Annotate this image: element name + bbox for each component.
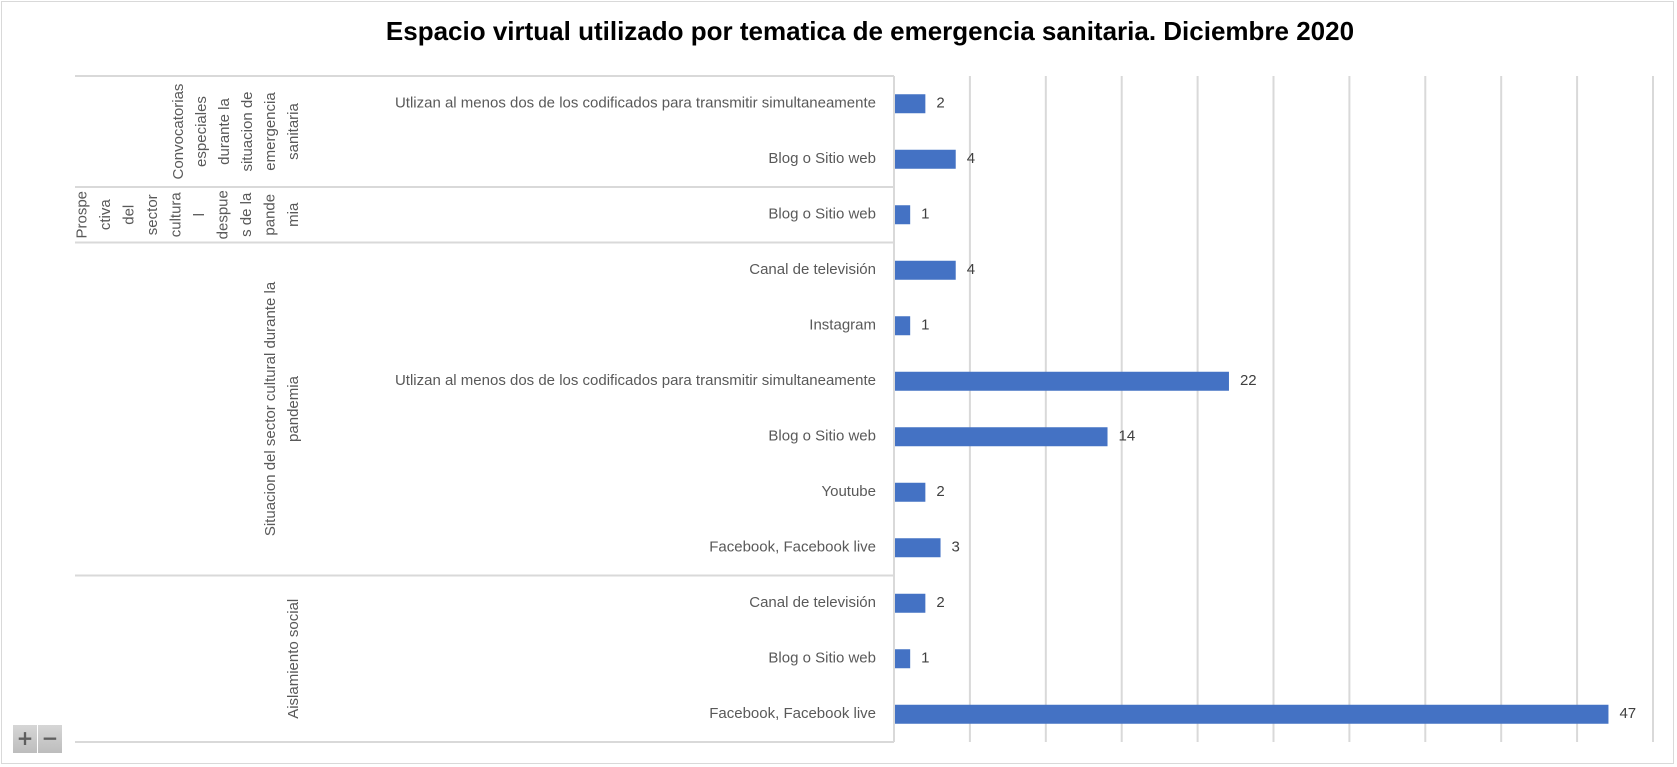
group-label: mia [285, 202, 302, 227]
data-label: 22 [1240, 372, 1257, 389]
group-label: situacion de [239, 91, 256, 171]
bar [895, 371, 1229, 391]
bar [895, 482, 926, 502]
data-label: 4 [967, 150, 975, 167]
data-label: 2 [936, 483, 944, 500]
bar [895, 316, 911, 336]
category-label: Facebook, Facebook live [709, 705, 876, 722]
data-label: 3 [952, 539, 960, 556]
data-label: 47 [1619, 705, 1636, 722]
group-label: durante la [216, 97, 233, 164]
group-label: despue [214, 190, 231, 239]
bar [895, 649, 911, 669]
group-label: Aislamiento social [285, 599, 302, 719]
chart-title: Espacio virtual utilizado por tematica d… [385, 16, 1355, 46]
data-label: 1 [921, 317, 929, 334]
group-label: Convocatorias [170, 84, 187, 180]
bar [895, 260, 956, 280]
category-label: Youtube [821, 483, 876, 500]
group-label: s de la [238, 192, 255, 237]
category-label: Blog o Sitio web [768, 428, 876, 445]
bar [895, 538, 941, 558]
group-label: pande [261, 194, 278, 236]
group-label: Situacion del sector cultural durante la [262, 281, 279, 536]
group-label: sanitaria [285, 102, 302, 159]
bar [895, 704, 1609, 724]
category-label: Blog o Sitio web [768, 650, 876, 667]
zoom-out-button[interactable]: − [38, 725, 62, 753]
group-label: del [120, 205, 137, 225]
group-label: pandemia [285, 375, 302, 442]
data-label: 2 [936, 594, 944, 611]
bar [895, 149, 956, 169]
category-label: Canal de televisión [749, 261, 876, 278]
data-label: 4 [967, 261, 975, 278]
group-label: especiales [193, 96, 210, 167]
bar [895, 205, 911, 225]
category-label: Canal de televisión [749, 594, 876, 611]
category-label: Blog o Sitio web [768, 150, 876, 167]
data-label: 1 [921, 650, 929, 667]
group-label: emergencia [262, 92, 279, 171]
bar [895, 427, 1108, 447]
group-label: l [191, 213, 208, 216]
category-label: Facebook, Facebook live [709, 539, 876, 556]
data-label: 14 [1119, 428, 1136, 445]
data-label: 1 [921, 206, 929, 223]
category-label: Utlizan al menos dos de los codificados … [395, 372, 876, 389]
group-label: ctiva [97, 199, 114, 231]
group-label: Prospe [73, 191, 90, 239]
category-label: Instagram [809, 317, 876, 334]
bar [895, 94, 926, 114]
group-label: cultura [167, 192, 184, 238]
bar [895, 593, 926, 613]
group-label: sector [144, 194, 161, 235]
data-label: 2 [936, 95, 944, 112]
zoom-in-button[interactable]: + [13, 725, 37, 753]
category-label: Utlizan al menos dos de los codificados … [395, 95, 876, 112]
category-label: Blog o Sitio web [768, 206, 876, 223]
